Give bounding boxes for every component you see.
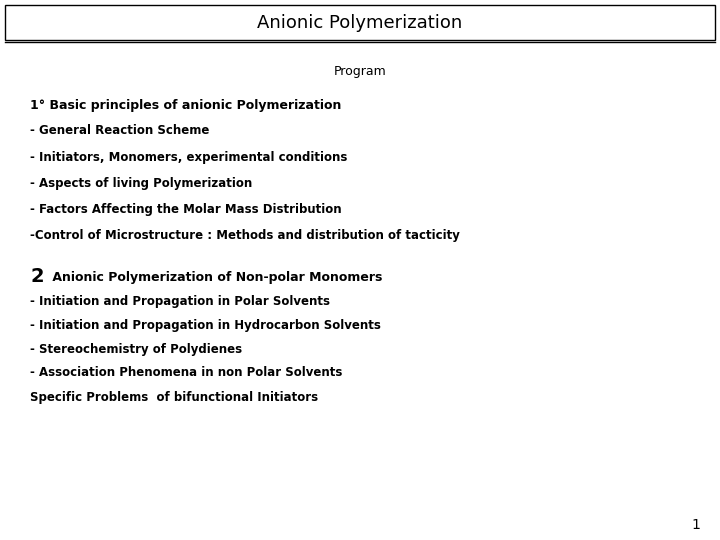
Text: - General Reaction Scheme: - General Reaction Scheme (30, 125, 210, 138)
Text: -Control of Microstructure : Methods and distribution of tacticity: -Control of Microstructure : Methods and… (30, 228, 460, 241)
Text: - Initiation and Propagation in Polar Solvents: - Initiation and Propagation in Polar So… (30, 294, 330, 307)
Text: - Stereochemistry of Polydienes: - Stereochemistry of Polydienes (30, 342, 242, 355)
Text: - Initiation and Propagation in Hydrocarbon Solvents: - Initiation and Propagation in Hydrocar… (30, 319, 381, 332)
Text: - Factors Affecting the Molar Mass Distribution: - Factors Affecting the Molar Mass Distr… (30, 202, 341, 215)
Text: 2: 2 (30, 267, 44, 287)
Text: 1: 1 (691, 518, 700, 532)
Text: - Aspects of living Polymerization: - Aspects of living Polymerization (30, 177, 252, 190)
Bar (5, 5, 715, 40)
Text: Program: Program (333, 65, 387, 78)
Text: - Initiators, Monomers, experimental conditions: - Initiators, Monomers, experimental con… (30, 151, 347, 164)
Text: - Association Phenomena in non Polar Solvents: - Association Phenomena in non Polar Sol… (30, 367, 343, 380)
Text: Anionic Polymerization: Anionic Polymerization (257, 14, 463, 31)
Text: 1° Basic principles of anionic Polymerization: 1° Basic principles of anionic Polymeriz… (30, 98, 341, 111)
Text: Anionic Polymerization of Non-polar Monomers: Anionic Polymerization of Non-polar Mono… (48, 271, 382, 284)
Text: Specific Problems  of bifunctional Initiators: Specific Problems of bifunctional Initia… (30, 390, 318, 403)
